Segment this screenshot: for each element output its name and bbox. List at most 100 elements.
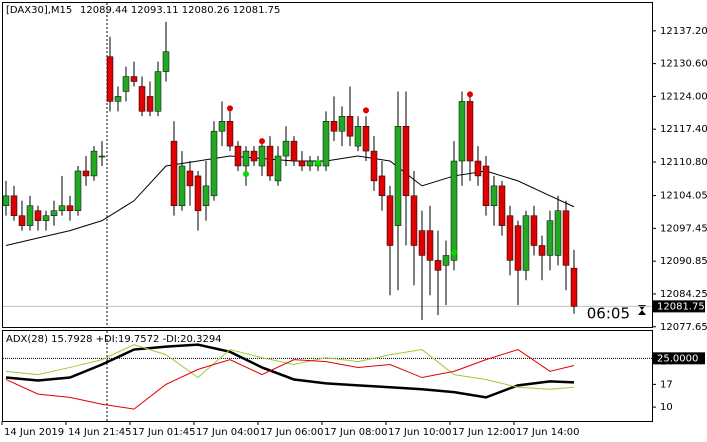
y-tick-label: 12077.65 [660,322,707,333]
candle-body [50,210,58,216]
candle-body [138,86,146,112]
candle-body [490,185,498,206]
candle-body [482,165,490,206]
y-tick-label: 12104.05 [660,191,707,202]
candle-body [514,225,522,271]
candle-body [98,155,106,158]
bar-timer: 06:05 [587,305,630,323]
candle-body [386,195,394,246]
candle-body [546,220,554,256]
candle-body [106,56,114,102]
candle-body [250,150,258,162]
candle-body [394,125,402,226]
candle-body [338,116,346,132]
candle-body [274,155,282,182]
y-tick-label: 12097.45 [660,223,707,234]
candle-body [570,267,578,307]
candle-body [378,175,386,197]
indicator-line [5,343,575,399]
current-price-label: 12081.75 [657,301,705,312]
y-tick-label: 12117.40 [660,124,707,135]
candle-body [290,140,298,162]
y-tick-label: 12090.85 [660,256,707,267]
candle-body [2,195,10,206]
x-tick-label: 17 Jun 06:00 [260,427,324,438]
x-tick-label: 17 Jun 10:00 [388,427,452,438]
level-box [653,352,705,365]
candle-body [402,125,410,197]
candle-body [506,215,514,261]
candle-body [18,215,26,226]
candle-body [530,215,538,246]
signal-dot [315,160,321,167]
candle-body [242,150,250,167]
candle-body [426,230,434,261]
indicator-line [5,348,575,410]
x-tick-label: 14 Jun 2019 [4,427,64,438]
candle-body [186,170,194,187]
candle-body [210,130,218,197]
x-tick-label: 17 Jun 14:00 [516,427,580,438]
y-tick-label: 12130.60 [660,59,707,70]
candle-body [330,121,338,132]
candle-body [130,76,138,82]
candle-body [370,150,378,182]
candle-body [154,71,162,112]
candle-body [10,195,18,216]
candle-body [418,230,426,256]
candle-body [306,160,314,167]
candle-body [434,260,442,271]
candle-body [258,145,266,167]
signal-dot [227,105,233,112]
candle-body [562,210,570,266]
signal-dot [259,138,265,145]
candle-body [42,215,50,221]
sub-frame [2,330,653,422]
indicator-title: ADX(28) 15.7928 +DI:19.7572 -DI:20.3294 [6,334,222,345]
candle-body [450,160,458,261]
indicator-line [5,344,575,390]
y-tick-label: 12084.25 [660,289,707,300]
candle-body [298,160,306,167]
level-label: 25.0000 [657,353,698,364]
candle-body [458,101,466,162]
candle-body [410,195,418,246]
candle-body [498,185,506,226]
candle-body [266,145,274,177]
candle-body [554,210,562,256]
y-tick-label: 10 [660,402,673,413]
y-tick-label: 12110.80 [660,157,707,168]
candle-body [146,96,154,112]
candle-body [226,121,234,147]
symbol-title: [DAX30],M15 [6,5,72,16]
candle-body [194,175,202,211]
candle-body [322,121,330,167]
signal-dot [451,249,457,256]
y-tick-label: 17 [660,379,673,390]
candle-body [34,210,42,221]
candle-body [346,116,354,137]
candle-body [170,140,178,206]
candle-body [162,51,170,72]
candle-body [202,185,210,206]
ohlc-text: 12089.44 12093.11 12080.26 12081.75 [80,5,280,16]
candle-body [538,245,546,256]
x-tick-label: 17 Jun 08:00 [324,427,388,438]
signal-dot [243,170,249,177]
candle-body [178,165,186,206]
candle-body [26,205,34,226]
x-tick-label: 17 Jun 12:00 [452,427,516,438]
candle-body [442,255,450,266]
x-tick-label: 17 Jun 04:00 [196,427,260,438]
candle-body [474,160,482,177]
signal-dot [363,107,369,114]
current-price-box [653,300,705,313]
candle-body [66,205,74,211]
y-tick-label: 12124.00 [660,91,707,102]
candle-body [122,76,130,92]
x-tick-label: 17 Jun 01:45 [132,427,196,438]
candle-body [218,121,226,132]
y-tick-label: 12137.20 [660,26,707,37]
